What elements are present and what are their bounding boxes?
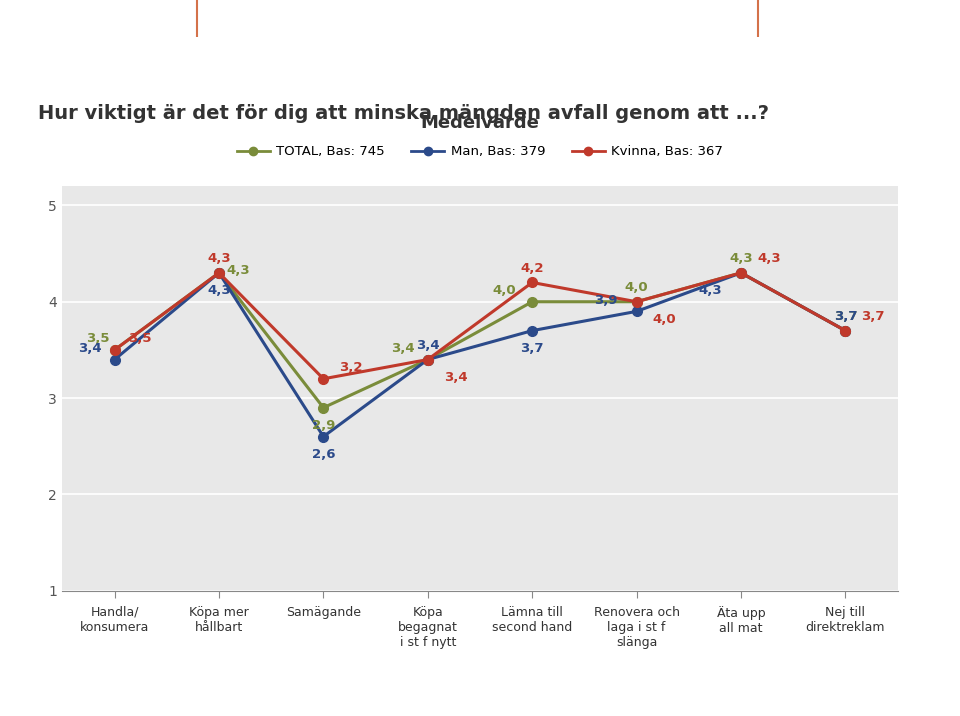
Text: 2,6: 2,6 [312,448,335,461]
Text: 3,4: 3,4 [444,371,468,384]
Text: 4,0: 4,0 [653,314,676,326]
Text: November 2011: November 2011 [838,11,950,26]
Text: Katharina Norborg: Katharina Norborg [480,11,608,26]
Text: 4,3: 4,3 [207,284,230,297]
Text: 4,0: 4,0 [492,284,516,297]
Text: Europa minskar avfallet 2011: Europa minskar avfallet 2011 [268,11,477,26]
Text: 3,9: 3,9 [594,294,618,306]
Text: 3,4: 3,4 [78,342,102,355]
Text: GfK: GfK [861,660,929,693]
Text: 4,3: 4,3 [699,284,722,297]
Text: 3,7: 3,7 [861,310,885,323]
Text: 3,5: 3,5 [86,332,109,345]
Title: Medelvärde: Medelvärde [420,114,540,132]
Text: 2,9: 2,9 [312,420,335,432]
Text: Hur viktigt är det för dig att minska mängden avfall genom att ...?: Hur viktigt är det för dig att minska mä… [38,104,769,123]
Text: 4,3: 4,3 [227,263,251,276]
Text: 4,3: 4,3 [730,253,753,266]
Legend: TOTAL, Bas: 745, Man, Bas: 379, Kvinna, Bas: 367: TOTAL, Bas: 745, Man, Bas: 379, Kvinna, … [231,140,729,164]
Text: 3,4: 3,4 [391,342,415,355]
Text: 4,2: 4,2 [520,262,544,275]
Text: 4,0: 4,0 [625,281,648,294]
Text: 3,5: 3,5 [128,332,152,345]
Text: 4,3: 4,3 [207,253,230,266]
Text: 17: 17 [926,62,944,75]
Text: 3,4: 3,4 [416,339,440,352]
Text: 3,7: 3,7 [520,342,544,355]
Text: 3,2: 3,2 [340,361,363,374]
Text: 4,3: 4,3 [757,253,780,266]
Text: 3,7: 3,7 [833,310,857,323]
Text: GfK Custom Research: GfK Custom Research [10,11,160,26]
Text: 3,7: 3,7 [833,310,857,323]
